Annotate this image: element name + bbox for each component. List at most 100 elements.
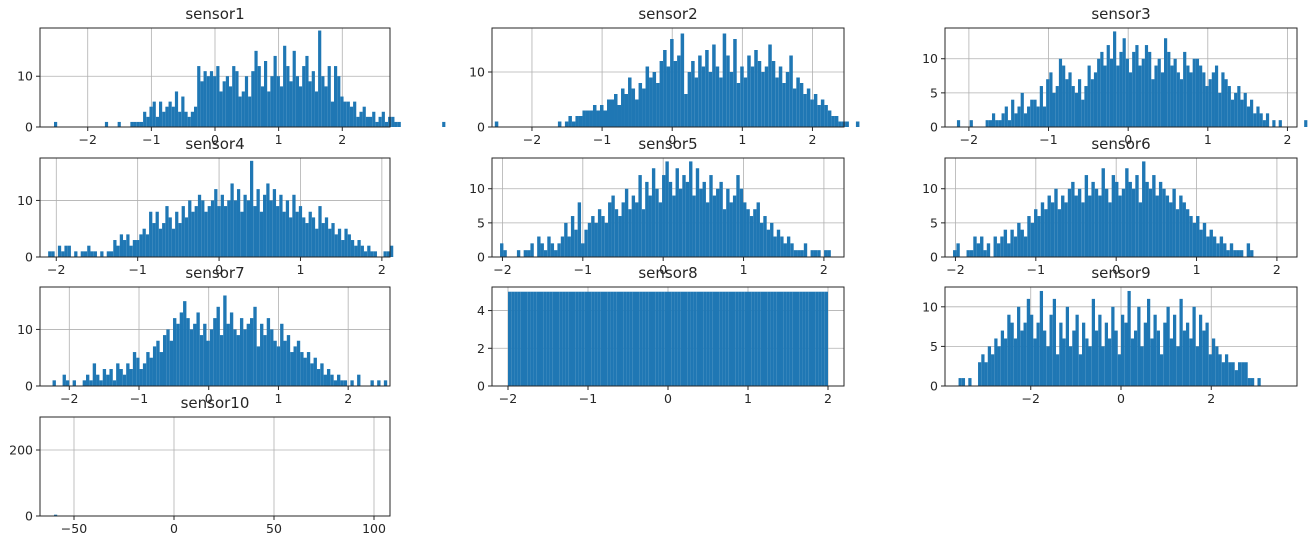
x-tick-label: 100 — [362, 521, 386, 536]
histogram-bar — [250, 318, 254, 386]
histogram-bar — [747, 55, 751, 127]
histogram-bar — [292, 194, 296, 257]
histogram-bar — [1125, 58, 1129, 127]
histogram-bar — [83, 251, 88, 257]
histogram-bar — [632, 291, 636, 386]
histogram-bar — [582, 110, 586, 127]
y-tick-label: 0 — [930, 120, 938, 135]
histogram-bar — [629, 291, 633, 386]
histogram-bar — [642, 88, 646, 127]
histogram-bar — [673, 61, 678, 127]
histogram-bar — [324, 86, 328, 127]
histogram-bar — [601, 216, 605, 257]
histogram-bar — [585, 110, 590, 127]
histogram-bar — [243, 194, 247, 257]
histogram-bar — [61, 251, 65, 257]
histogram-bar — [741, 291, 745, 386]
x-tick-label: −2 — [60, 391, 78, 406]
histogram-bar — [1202, 72, 1206, 127]
histogram-bar — [1236, 250, 1240, 257]
histogram-bar — [689, 161, 693, 257]
histogram-bar — [197, 66, 201, 127]
histogram-bar — [732, 195, 737, 257]
histogram-bar — [557, 121, 562, 127]
histogram-bar — [594, 291, 598, 386]
histogram-bar — [536, 291, 540, 386]
x-tick-label: 2 — [808, 132, 816, 147]
histogram-bar — [1138, 65, 1142, 127]
histogram-bar — [1084, 86, 1088, 127]
histogram-bar — [337, 76, 341, 127]
histogram-bar — [520, 291, 524, 386]
histogram-bar — [1230, 99, 1235, 127]
histogram-bar — [279, 194, 283, 257]
histogram-bar — [196, 312, 200, 386]
histogram-bar — [176, 323, 180, 386]
histogram-bar — [757, 61, 762, 127]
histogram-bar — [1199, 229, 1203, 257]
histogram-bar — [175, 211, 179, 257]
histogram-bar — [191, 211, 195, 257]
histogram-bar — [993, 236, 997, 257]
x-tick-label: 2 — [344, 391, 352, 406]
x-tick-label: 1 — [275, 132, 283, 147]
x-tick-label: 50 — [266, 521, 282, 536]
histogram-bar — [987, 346, 992, 386]
histogram-bar — [700, 291, 704, 386]
histogram-bar — [1175, 209, 1180, 257]
histogram-bar — [1241, 362, 1245, 386]
histogram-bar — [628, 209, 632, 257]
histogram-bar — [1208, 354, 1212, 386]
histogram-bar — [748, 291, 752, 386]
histogram-bar — [1172, 188, 1176, 257]
histogram-bar — [188, 200, 192, 257]
histogram-bar — [997, 346, 1001, 386]
histogram-bar — [156, 340, 160, 386]
histogram-bar — [956, 243, 960, 257]
histogram-bar — [1219, 236, 1224, 257]
histogram-bar — [572, 291, 576, 386]
y-tick-label: 0 — [477, 250, 485, 265]
histogram-bar — [680, 33, 685, 127]
histogram-bar — [1135, 45, 1139, 127]
histogram-bar — [1026, 298, 1031, 386]
histogram-bar — [1013, 236, 1018, 257]
y-tick-label: 0 — [477, 120, 485, 135]
histogram-bar — [953, 250, 957, 257]
histogram-bar — [768, 44, 772, 127]
histogram-bar — [792, 88, 797, 127]
histogram-bar — [980, 236, 984, 257]
histogram-bar — [991, 354, 995, 386]
histogram-bar — [222, 81, 226, 127]
histogram-bar — [824, 291, 828, 386]
histogram-bar — [253, 206, 257, 257]
histogram-bar — [1039, 290, 1044, 386]
x-tick-label: −2 — [1022, 391, 1040, 406]
histogram-bar — [1176, 72, 1180, 127]
histogram-bar — [155, 211, 159, 257]
histogram-bar — [726, 188, 730, 257]
histogram-bar — [716, 188, 720, 257]
histogram-bar — [1163, 322, 1167, 386]
histogram-bar — [1164, 38, 1168, 127]
histogram-bar — [381, 111, 385, 127]
histogram-bar — [276, 206, 280, 257]
histogram-bar — [340, 96, 344, 127]
histogram-bar — [693, 291, 697, 386]
histogram-bar — [1237, 86, 1241, 127]
histogram-bar — [1023, 113, 1028, 127]
x-tick-label: 1 — [738, 132, 746, 147]
histogram-bar — [390, 245, 394, 257]
histogram-bar — [624, 188, 629, 257]
axes-frame — [39, 157, 391, 258]
x-tick-label: −2 — [79, 132, 97, 147]
histogram-bar — [1253, 113, 1257, 127]
histogram-bar — [1033, 99, 1037, 127]
histogram-bar — [611, 195, 615, 257]
x-tick-label: 2 — [820, 262, 828, 277]
histogram-bar — [1001, 113, 1005, 127]
histogram-bar — [599, 105, 604, 127]
histogram-bar — [591, 291, 595, 386]
histogram-bar — [1142, 161, 1146, 257]
x-tick-label: 0 — [668, 132, 676, 147]
